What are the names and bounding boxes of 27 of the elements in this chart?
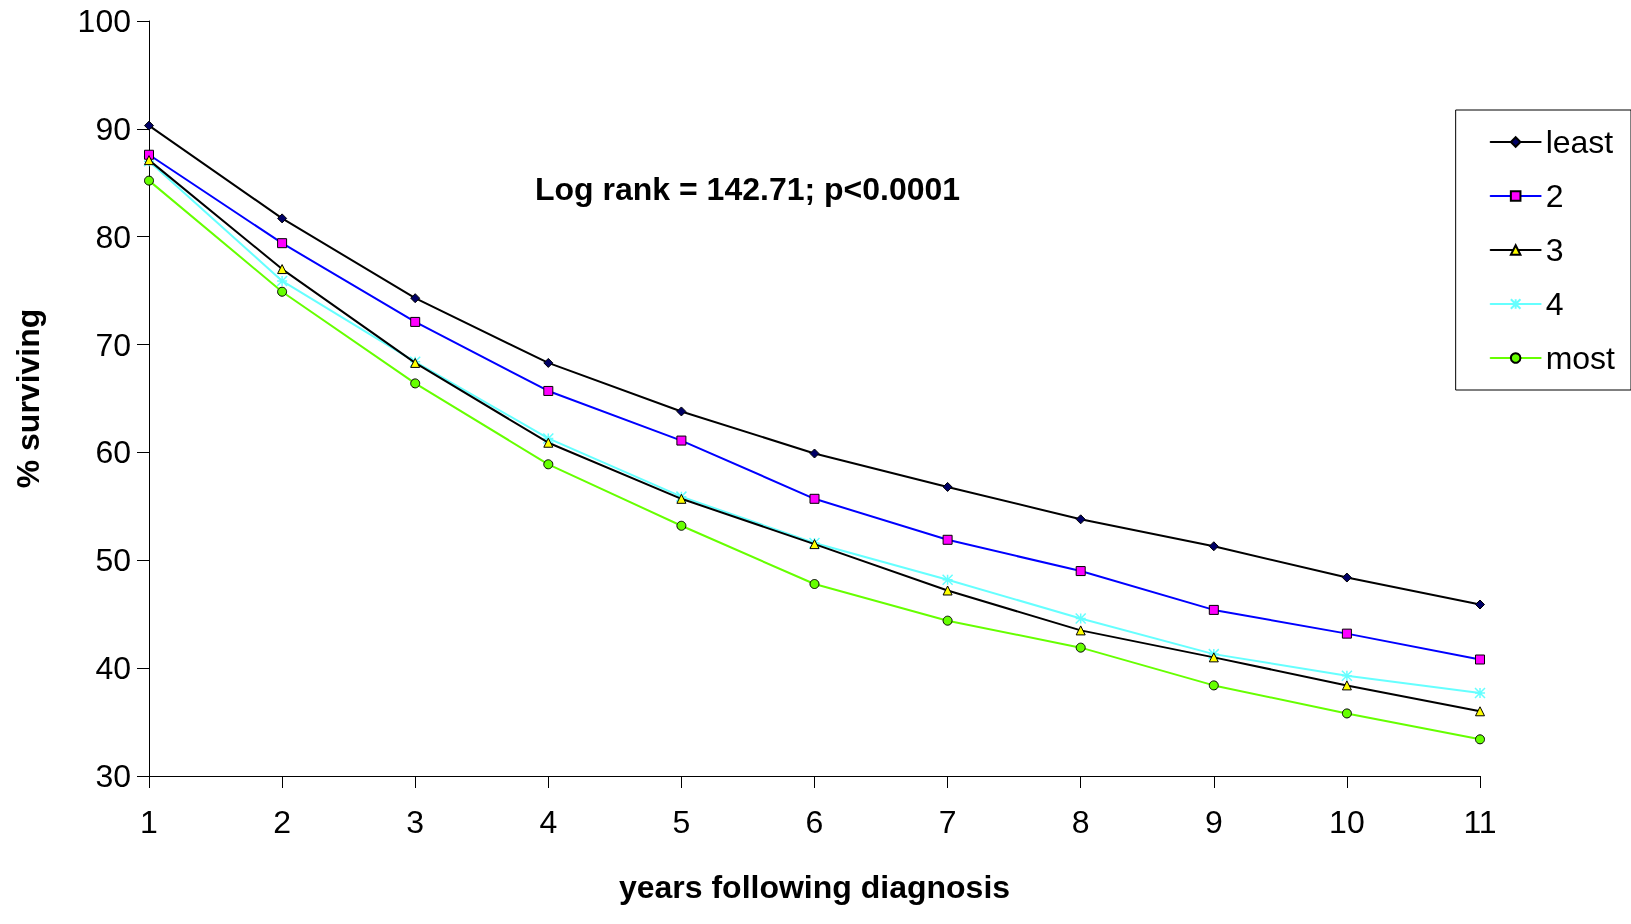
x-tick-label: 8 bbox=[1071, 804, 1090, 840]
legend-label: least bbox=[1545, 124, 1614, 160]
y-tick-label: 60 bbox=[95, 434, 131, 471]
x-tick-label: 3 bbox=[406, 804, 425, 840]
x-tick-label: 4 bbox=[539, 804, 558, 840]
y-tick-label: 100 bbox=[77, 3, 131, 39]
x-tick-label: 5 bbox=[672, 804, 691, 840]
x-tick-label: 9 bbox=[1204, 804, 1223, 840]
y-tick-label: 30 bbox=[95, 758, 131, 794]
annotation: Log rank = 142.71; p<0.0001 bbox=[535, 171, 961, 207]
y-tick-label: 90 bbox=[95, 110, 131, 147]
legend-label: most bbox=[1545, 340, 1616, 376]
y-tick-label: 70 bbox=[95, 326, 131, 363]
y-axis-title: % surviving bbox=[10, 308, 46, 489]
legend-label: 3 bbox=[1545, 232, 1564, 268]
x-tick-label: 7 bbox=[938, 804, 957, 840]
x-tick-label: 6 bbox=[805, 804, 824, 840]
y-tick-label: 40 bbox=[95, 650, 131, 687]
x-tick-label: 11 bbox=[1463, 804, 1497, 840]
x-tick-label: 2 bbox=[273, 804, 291, 840]
y-tick-label: 80 bbox=[95, 218, 131, 255]
y-tick-label: 50 bbox=[95, 542, 131, 579]
legend-label: 2 bbox=[1545, 178, 1564, 214]
x-axis-title: years following diagnosis bbox=[618, 869, 1011, 905]
legend-label: 4 bbox=[1545, 286, 1564, 322]
x-tick-label: 10 bbox=[1329, 804, 1365, 840]
x-tick-label: 1 bbox=[140, 804, 158, 840]
